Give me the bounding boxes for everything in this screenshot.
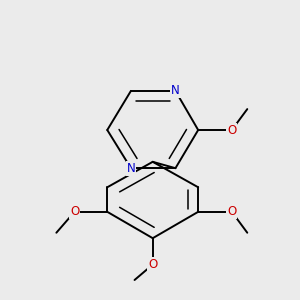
Text: O: O — [148, 258, 158, 271]
Text: O: O — [70, 205, 79, 218]
Text: N: N — [171, 84, 180, 98]
Text: N: N — [127, 162, 135, 175]
Text: O: O — [227, 205, 236, 218]
Text: O: O — [227, 124, 236, 136]
